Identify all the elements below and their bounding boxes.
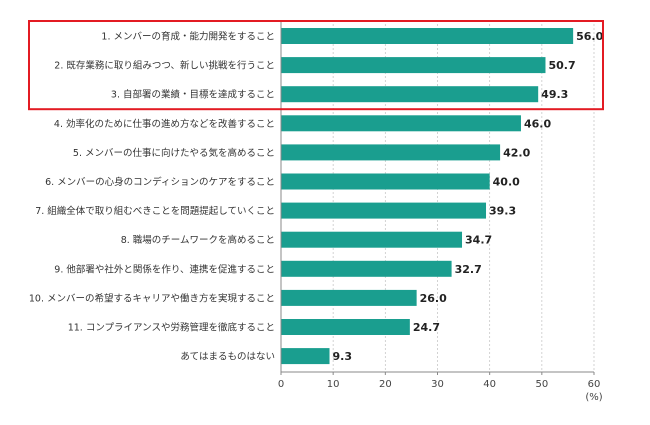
value-label: 9.3 — [333, 350, 353, 363]
bar — [281, 348, 330, 365]
value-label: 26.0 — [420, 292, 447, 305]
value-label: 32.7 — [455, 263, 482, 276]
category-label: 10. メンバーの希望するキャリアや働き方を実現すること — [29, 292, 275, 304]
x-tick-label: 30 — [431, 379, 444, 390]
bar — [281, 202, 487, 219]
bar — [281, 28, 574, 44]
value-label: 42.0 — [503, 146, 530, 159]
bar — [281, 319, 410, 335]
category-label: 4. 効率化のために仕事の進め方などを改善すること — [54, 118, 275, 130]
bar — [281, 173, 490, 190]
category-label: 9. 他部署や社外と関係を作り、連携を促進すること — [54, 263, 275, 275]
bar — [281, 86, 539, 103]
x-tick-label: 10 — [327, 379, 340, 390]
category-label: 7. 組織全体で取り組むべきことを問題提起していくこと — [35, 205, 275, 217]
category-label: 5. メンバーの仕事に向けたやる気を高めること — [73, 147, 275, 159]
value-label: 49.3 — [541, 88, 568, 101]
category-label: 2. 既存業務に取り組みつつ、新しい挑戦を行うこと — [54, 60, 275, 72]
bar — [281, 260, 452, 277]
highlight-box — [28, 20, 604, 111]
x-unit-label: (%) — [585, 392, 602, 403]
x-tick-label: 0 — [278, 379, 284, 390]
x-tick-label: 40 — [483, 379, 496, 390]
value-label: 40.0 — [493, 176, 520, 189]
x-tick-label: 50 — [535, 379, 548, 390]
value-label: 24.7 — [413, 321, 440, 334]
category-label: 11. コンプライアンスや労務管理を徹底すること — [68, 322, 275, 334]
x-tick-label: 60 — [588, 379, 601, 390]
category-label: 1. メンバーの育成・能力開発をすること — [101, 31, 275, 43]
bar — [281, 144, 501, 161]
x-tick-label: 20 — [379, 379, 392, 390]
bar — [281, 231, 463, 248]
value-label: 56.0 — [576, 30, 603, 43]
value-label: 34.7 — [465, 234, 492, 247]
bar — [281, 115, 521, 132]
value-label: 39.3 — [489, 205, 516, 218]
bar — [281, 57, 546, 74]
value-label: 46.0 — [524, 117, 551, 130]
bar — [281, 289, 417, 306]
category-label: 6. メンバーの心身のコンディションのケアをすること — [45, 176, 275, 188]
value-label: 50.7 — [548, 59, 575, 72]
category-label: あてはまるものはない — [180, 352, 275, 363]
category-label: 3. 自部署の業績・目標を達成すること — [111, 89, 275, 101]
category-label: 8. 職場のチームワークを高めること — [121, 234, 275, 246]
